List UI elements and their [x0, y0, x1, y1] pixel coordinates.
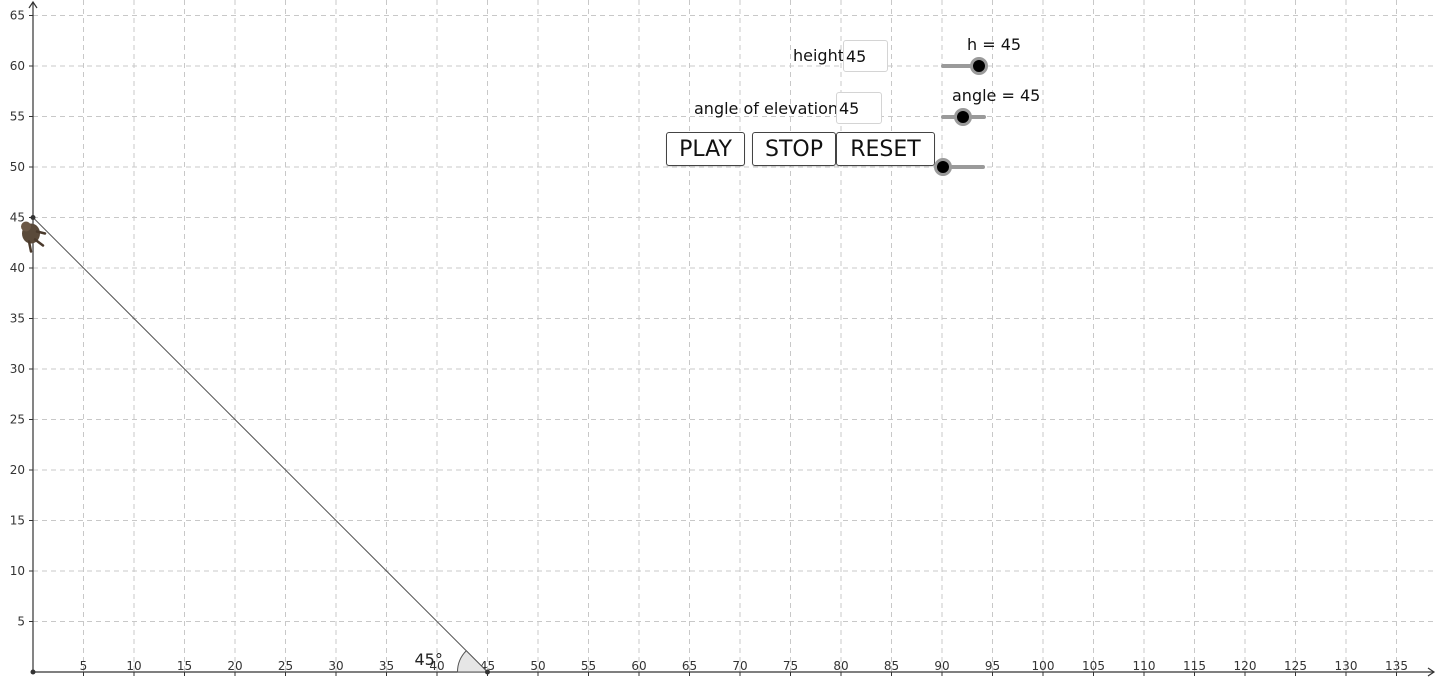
- y-tick-label: 10: [10, 564, 25, 578]
- y-tick-label: 55: [10, 110, 25, 124]
- x-tick-label: 105: [1082, 659, 1105, 673]
- y-tick-label: 50: [10, 160, 25, 174]
- y-tick-label: 25: [10, 413, 25, 427]
- y-tick-label: 40: [10, 261, 25, 275]
- x-tick-label: 20: [227, 659, 242, 673]
- y-tick-label: 45: [10, 211, 25, 225]
- y-tick-label: 65: [10, 9, 25, 23]
- ground-point[interactable]: [485, 669, 490, 675]
- h-slider-knob[interactable]: [970, 57, 988, 75]
- angle-label: 45°: [415, 650, 443, 669]
- monkey-head-icon: [21, 221, 31, 232]
- plot-objects: 45°: [21, 215, 490, 675]
- x-tick-label: 15: [177, 659, 192, 673]
- origin-point[interactable]: [30, 669, 36, 675]
- x-tick-label: 75: [783, 659, 798, 673]
- axis-ticks: 5 10 15 20 25 30 35 40 45 50 55 60 65 70 75 80 85 90 95 100…: [10, 9, 1408, 676]
- x-tick-label: 125: [1284, 659, 1307, 673]
- x-tick-label: 95: [985, 659, 1000, 673]
- x-tick-label: 130: [1335, 659, 1358, 673]
- x-tick-label: 135: [1385, 659, 1408, 673]
- grid: [33, 0, 1436, 672]
- hypotenuse-line[interactable]: [32, 217, 488, 673]
- x-tick-label: 70: [732, 659, 747, 673]
- x-tick-label: 115: [1183, 659, 1206, 673]
- x-tick-label: 120: [1234, 659, 1257, 673]
- x-tick-label: 65: [682, 659, 697, 673]
- y-tick-label: 30: [10, 362, 25, 376]
- x-tick-label: 110: [1133, 659, 1156, 673]
- top-point[interactable]: [30, 215, 36, 220]
- x-tick-label: 60: [631, 659, 646, 673]
- x-tick-label: 50: [530, 659, 545, 673]
- h-slider-track[interactable]: [941, 64, 987, 68]
- y-tick-label: 60: [10, 59, 25, 73]
- x-tick-label: 25: [278, 659, 293, 673]
- reset-button[interactable]: RESET: [836, 132, 935, 166]
- stop-button[interactable]: STOP: [752, 132, 836, 166]
- x-tick-label: 80: [833, 659, 848, 673]
- y-tick-label: 35: [10, 312, 25, 326]
- axes: [28, 0, 1436, 677]
- monkey-icon: [21, 221, 47, 253]
- height-label: height: [793, 46, 844, 65]
- angle-of-elevation-input[interactable]: [836, 92, 882, 124]
- play-button[interactable]: PLAY: [666, 132, 745, 166]
- animation-slider-track[interactable]: [941, 165, 985, 169]
- x-tick-label: 10: [126, 659, 141, 673]
- angle-slider-knob[interactable]: [954, 108, 972, 126]
- x-tick-label: 85: [884, 659, 899, 673]
- x-tick-label: 55: [581, 659, 596, 673]
- x-axis-arrow-icon: [1427, 667, 1436, 677]
- y-tick-label: 5: [17, 615, 25, 629]
- y-axis-arrow-icon: [28, 0, 38, 9]
- angle-slider-label: angle = 45: [952, 86, 1041, 105]
- x-tick-label: 90: [934, 659, 949, 673]
- x-tick-label: 5: [80, 659, 88, 673]
- angle-sector: [456, 650, 489, 673]
- y-tick-label: 15: [10, 514, 25, 528]
- y-tick-label: 20: [10, 463, 25, 477]
- h-slider-label: h = 45: [967, 35, 1022, 54]
- x-tick-label: 40: [429, 659, 444, 673]
- x-tick-label: 35: [379, 659, 394, 673]
- angle-of-elevation-label: angle of elevation: [694, 99, 839, 118]
- monkey-limbs-icon: [27, 230, 47, 253]
- x-tick-label: 100: [1032, 659, 1055, 673]
- x-tick-label: 30: [328, 659, 343, 673]
- height-input[interactable]: [843, 40, 888, 72]
- animation-slider-knob[interactable]: [934, 158, 952, 176]
